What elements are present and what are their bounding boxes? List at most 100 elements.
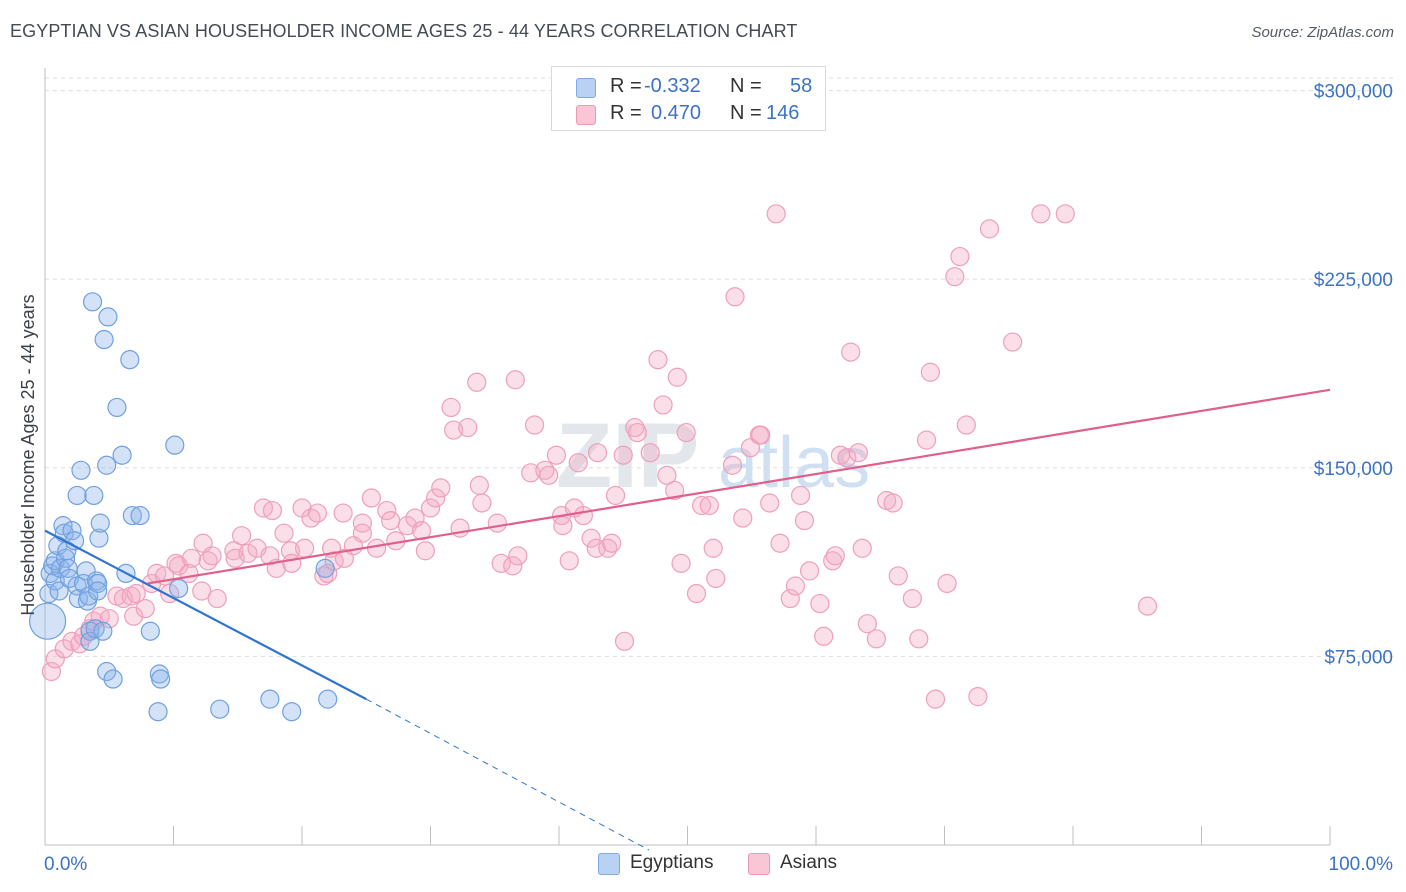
asians-point: [54, 639, 74, 659]
asians-point: [444, 420, 464, 440]
asians-point: [202, 546, 222, 566]
egyptians-point: [122, 505, 142, 526]
egyptians-point: [88, 581, 108, 601]
x-tick-labels: 0.0% 100.0%: [44, 854, 1393, 875]
asians-point: [487, 513, 507, 533]
egyptians-point: [103, 669, 123, 689]
asians-point: [73, 626, 94, 646]
asians-point: [1055, 204, 1075, 224]
asians-point: [883, 493, 903, 513]
egyptians-point: [120, 350, 140, 370]
legend-r-value: 0.470: [651, 102, 702, 124]
asians-point: [274, 523, 294, 543]
asians-point: [841, 342, 861, 362]
asians-point: [785, 576, 806, 596]
y-tick-label: $150,000: [1314, 459, 1393, 480]
asians-point: [1003, 332, 1023, 352]
egyptians-point: [165, 435, 185, 455]
egyptians-legend-swatch: [598, 853, 620, 875]
asians-point: [648, 350, 668, 370]
asians-legend-swatch: [748, 853, 770, 875]
asians-point: [377, 500, 397, 521]
y-tick-label: $75,000: [1324, 647, 1393, 668]
asians-point: [799, 561, 820, 581]
asians-point: [260, 546, 280, 566]
egyptians-legend-label: Egyptians: [630, 852, 714, 873]
asians-point: [458, 417, 478, 438]
legend-n-label: N =: [730, 102, 762, 124]
asians-point: [699, 495, 719, 516]
asians-point: [909, 629, 929, 649]
asians-point: [301, 508, 321, 528]
asians-point: [294, 538, 315, 558]
asians-point: [657, 465, 677, 485]
asians-point: [627, 422, 647, 443]
asians-point: [766, 204, 786, 224]
asians-point: [640, 443, 660, 463]
egyptians-point: [82, 292, 103, 312]
asians-point: [361, 488, 381, 508]
asians-point: [539, 465, 559, 485]
legend-r-label: R =: [610, 102, 642, 124]
asians-point: [937, 573, 957, 594]
asians-point: [238, 543, 258, 563]
asians-point: [352, 513, 372, 533]
asians-point: [469, 475, 489, 495]
asians-point: [225, 548, 245, 568]
asians-point: [653, 395, 673, 415]
egyptians-point: [318, 689, 338, 709]
egyptians-point: [71, 460, 91, 480]
asians-point: [333, 503, 353, 523]
asians-point: [113, 588, 133, 609]
asians-point: [99, 609, 119, 629]
asians-point: [956, 415, 976, 435]
asians-point: [614, 631, 635, 651]
asians-point: [665, 480, 685, 501]
asians-point: [760, 493, 780, 513]
chart-title: EGYPTIAN VS ASIAN HOUSEHOLDER INCOME AGE…: [10, 21, 798, 41]
y-tick-label: $225,000: [1314, 270, 1393, 291]
axes: [44, 68, 1331, 846]
egyptians-point: [93, 621, 113, 641]
asians-point: [581, 528, 601, 548]
legend-r-label: R =: [610, 75, 642, 97]
y-tick-labels: $75,000 $150,000 $225,000 $300,000: [1314, 82, 1393, 669]
egyptians-trend-line: [44, 529, 367, 701]
asians-point: [686, 583, 707, 604]
egyptians-point: [94, 329, 114, 350]
asians-point: [573, 505, 594, 526]
asians-point: [426, 488, 446, 508]
asians-point: [135, 599, 155, 619]
egyptians-point: [151, 669, 171, 689]
asians-point: [381, 510, 401, 531]
asians-point: [751, 425, 771, 445]
asians-swatch: [576, 105, 596, 125]
correlation-legend: R = -0.332 N = 58 R = 0.470 N = 146: [551, 66, 826, 131]
asians-point: [613, 445, 633, 465]
egyptians-point: [53, 516, 73, 536]
legend-n-value: 58: [790, 75, 813, 97]
asians-point: [667, 367, 687, 387]
egyptians-point: [210, 699, 230, 719]
egyptians-point: [45, 571, 65, 591]
egyptians-point: [80, 631, 100, 651]
asians-point: [420, 498, 441, 518]
asians-point: [725, 287, 745, 307]
asians-point: [602, 533, 622, 553]
asians-point: [920, 362, 940, 382]
asians-points: [41, 204, 1158, 709]
asians-point: [825, 546, 845, 566]
asians-point: [945, 267, 965, 287]
egyptians-point: [260, 689, 280, 709]
egyptians-point: [107, 397, 127, 418]
asians-point: [262, 500, 283, 521]
asians-point: [848, 443, 869, 463]
y-tick-label: $300,000: [1314, 82, 1393, 103]
asians-point: [837, 448, 857, 468]
egyptians-point: [98, 307, 118, 327]
asians-point: [397, 516, 417, 536]
asians-trend-line: [147, 388, 1331, 585]
asians-point: [124, 606, 144, 626]
asians-point: [706, 568, 726, 589]
